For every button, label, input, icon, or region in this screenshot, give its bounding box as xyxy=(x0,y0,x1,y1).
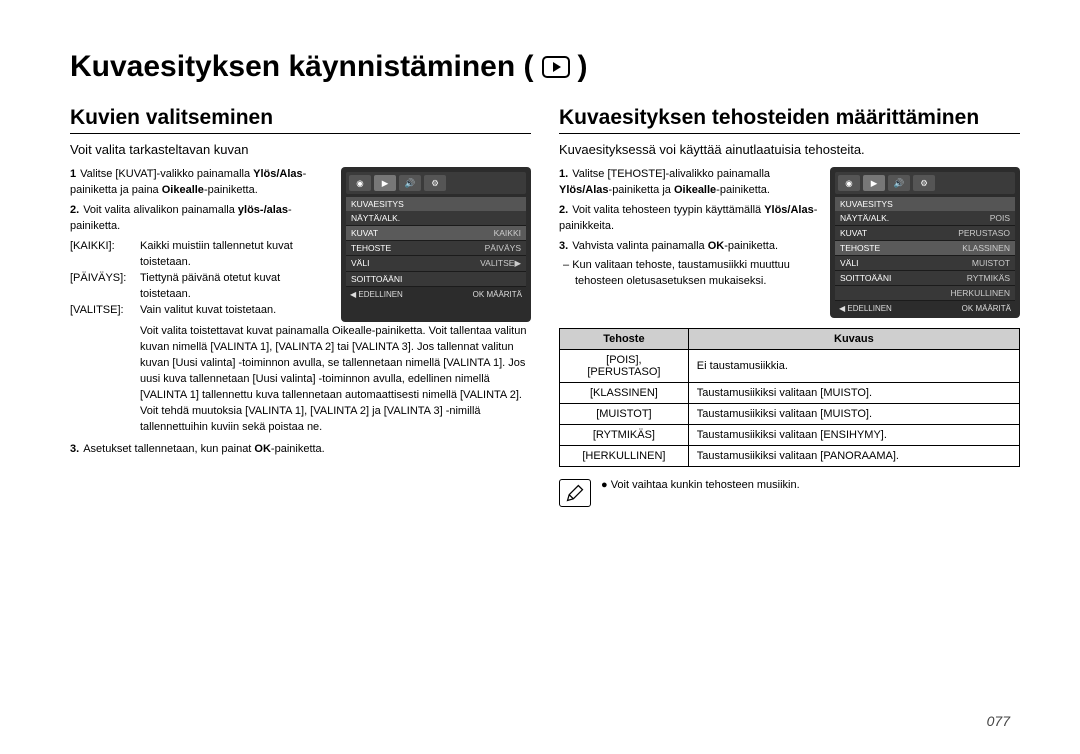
step-num: 1. xyxy=(559,168,568,180)
th-tehoste: Tehoste xyxy=(560,329,689,350)
menu-row: VÄLIVALITSE▶ xyxy=(346,256,526,272)
step-num: 3. xyxy=(70,443,79,455)
valitse-long-text: Voit valita toistettavat kuvat painamall… xyxy=(140,324,531,436)
def-row: [KAIKKI]:Kaikki muistiin tallennetut kuv… xyxy=(70,239,331,271)
right-intro: Kuvaesityksessä voi käyttää ainutlaatuis… xyxy=(559,142,1020,157)
camera-screen-left: ◉ ▶ 🔊 ⚙ KUVAESITYS NÄYTÄ/ALK. KUVATKAIKK… xyxy=(341,167,531,322)
menu-row: NÄYTÄ/ALK. xyxy=(346,211,526,226)
page-number: 077 xyxy=(987,713,1010,729)
left-intro: Voit valita tarkasteltavan kuvan xyxy=(70,142,531,157)
sub-list: Kun valitaan tehoste, taustamusiikki muu… xyxy=(559,258,820,290)
table-row: [HERKULLINEN]Taustamusiikiksi valitaan [… xyxy=(560,446,1020,467)
right-step-row: 1.Valitse [TEHOSTE]-alivalikko painamall… xyxy=(559,167,1020,318)
left-section-title: Kuvien valitseminen xyxy=(70,106,531,134)
step-num: 1 xyxy=(70,168,76,180)
step-num: 3. xyxy=(559,240,568,252)
title-text-2: ) xyxy=(578,50,588,84)
sub-item: Kun valitaan tehoste, taustamusiikki muu… xyxy=(575,258,820,290)
step-num: 2. xyxy=(559,204,568,216)
tab-icon: ◉ xyxy=(838,175,860,191)
right-steps: 1.Valitse [TEHOSTE]-alivalikko painamall… xyxy=(559,167,820,318)
note-row: ● Voit vaihtaa kunkin tehosteen musiikin… xyxy=(559,479,1020,507)
def-row: [VALITSE]:Vain valitut kuvat toistetaan. xyxy=(70,303,331,319)
screen-tabs: ◉ ▶ 🔊 ⚙ xyxy=(346,172,526,194)
screen-footer: ◀ EDELLINEN OK MÄÄRITÄ xyxy=(346,287,526,299)
left-step-1: 1Valitse [KUVAT]-valikko painamalla Ylös… xyxy=(70,167,331,199)
right-section-title: Kuvaesityksen tehosteiden määrittäminen xyxy=(559,106,1020,134)
table-header-row: Tehoste Kuvaus xyxy=(560,329,1020,350)
left-steps: 1Valitse [KUVAT]-valikko painamalla Ylös… xyxy=(70,167,331,322)
pencil-icon xyxy=(559,479,591,507)
menu-header: KUVAESITYS xyxy=(346,197,526,211)
tab-icon: ▶ xyxy=(863,175,885,191)
left-step-3: 3.Asetukset tallennetaan, kun painat OK-… xyxy=(70,442,531,458)
menu-row: SOITTOÄÄNIRYTMIKÄS xyxy=(835,271,1015,286)
camera-screen-right: ◉ ▶ 🔊 ⚙ KUVAESITYS NÄYTÄ/ALK.POIS KUVATP… xyxy=(830,167,1020,318)
step-num: 2. xyxy=(70,204,79,216)
slideshow-icon xyxy=(542,56,570,78)
tab-icon: ⚙ xyxy=(913,175,935,191)
tab-icon: ⚙ xyxy=(424,175,446,191)
menu-row: TEHOSTEKLASSINEN xyxy=(835,241,1015,256)
table-row: [RYTMIKÄS]Taustamusiikiksi valitaan [ENS… xyxy=(560,425,1020,446)
th-kuvaus: Kuvaus xyxy=(688,329,1019,350)
def-table: [KAIKKI]:Kaikki muistiin tallennetut kuv… xyxy=(70,239,331,319)
menu-row: VÄLIMUISTOT xyxy=(835,256,1015,271)
columns: Kuvien valitseminen Voit valita tarkaste… xyxy=(70,106,1020,507)
left-step-2: 2.Voit valita alivalikon painamalla ylös… xyxy=(70,203,331,319)
right-step-3: 3.Vahvista valinta painamalla OK-painike… xyxy=(559,239,820,290)
tab-icon: ◉ xyxy=(349,175,371,191)
menu-row: KUVATPERUSTASO xyxy=(835,226,1015,241)
table-row: [KLASSINEN]Taustamusiikiksi valitaan [MU… xyxy=(560,383,1020,404)
left-column: Kuvien valitseminen Voit valita tarkaste… xyxy=(70,106,531,507)
screen-footer: ◀ EDELLINEN OK MÄÄRITÄ xyxy=(835,301,1015,313)
def-row: [PÄIVÄYS]:Tiettynä päivänä otetut kuvat … xyxy=(70,271,331,303)
page: Kuvaesityksen käynnistäminen ( ) Kuvien … xyxy=(0,0,1080,537)
menu-header: KUVAESITYS xyxy=(835,197,1015,211)
left-step-row: 1Valitse [KUVAT]-valikko painamalla Ylös… xyxy=(70,167,531,322)
tab-icon: 🔊 xyxy=(399,175,421,191)
menu-row: TEHOSTEPÄIVÄYS xyxy=(346,241,526,256)
right-column: Kuvaesityksen tehosteiden määrittäminen … xyxy=(559,106,1020,507)
table-row: [MUISTOT]Taustamusiikiksi valitaan [MUIS… xyxy=(560,404,1020,425)
right-step-1: 1.Valitse [TEHOSTE]-alivalikko painamall… xyxy=(559,167,820,199)
screen-tabs: ◉ ▶ 🔊 ⚙ xyxy=(835,172,1015,194)
left-step-3-wrap: 3.Asetukset tallennetaan, kun painat OK-… xyxy=(70,442,531,458)
title-text-1: Kuvaesityksen käynnistäminen ( xyxy=(70,50,534,84)
tab-icon: 🔊 xyxy=(888,175,910,191)
menu-row: HERKULLINEN xyxy=(835,286,1015,301)
menu-row: SOITTOÄÄNI xyxy=(346,272,526,287)
main-title: Kuvaesityksen käynnistäminen ( ) xyxy=(70,50,1020,84)
right-step-2: 2.Voit valita tehosteen tyypin käyttämäl… xyxy=(559,203,820,235)
effects-table: Tehoste Kuvaus [POIS], [PERUSTASO]Ei tau… xyxy=(559,328,1020,467)
menu-row: NÄYTÄ/ALK.POIS xyxy=(835,211,1015,226)
table-row: [POIS], [PERUSTASO]Ei taustamusiikkia. xyxy=(560,350,1020,383)
tab-icon: ▶ xyxy=(374,175,396,191)
note-text: ● Voit vaihtaa kunkin tehosteen musiikin… xyxy=(601,479,800,491)
menu-row: KUVATKAIKKI xyxy=(346,226,526,241)
